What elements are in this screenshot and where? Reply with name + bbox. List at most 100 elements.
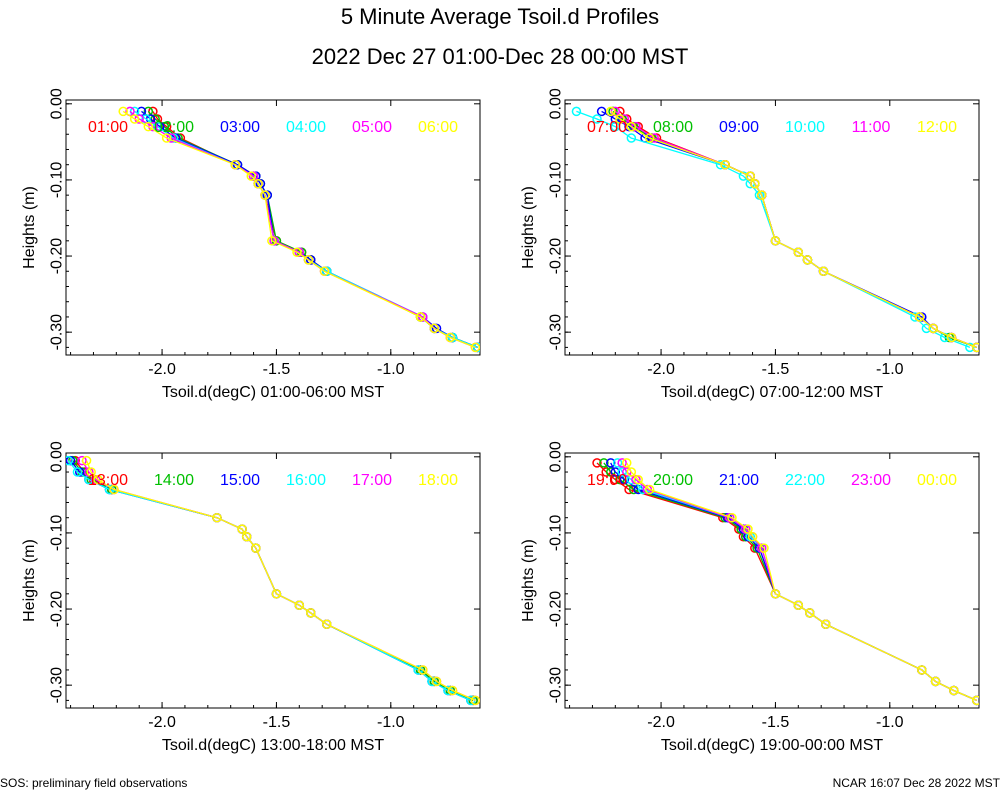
y-axis-label: Heights (m) bbox=[520, 186, 537, 269]
series-line-18:00 bbox=[85, 460, 476, 701]
series-line-05:00 bbox=[129, 110, 476, 349]
series-line-00:00 bbox=[626, 462, 977, 701]
data-point bbox=[626, 121, 637, 132]
data-point bbox=[571, 106, 582, 117]
legend-entry: 07:00 bbox=[587, 119, 627, 136]
x-tick-label: -1.0 bbox=[876, 361, 904, 378]
data-point bbox=[750, 178, 760, 189]
y-axis-label: Heights (m) bbox=[21, 539, 38, 622]
data-point bbox=[793, 247, 804, 257]
data-point bbox=[118, 106, 128, 117]
data-point bbox=[319, 266, 330, 277]
data-point bbox=[431, 676, 442, 687]
footer-credit: NCAR 16:07 Dec 28 2022 MST bbox=[832, 776, 1000, 790]
data-point bbox=[260, 190, 270, 200]
y-axis-label: Heights (m) bbox=[21, 186, 38, 269]
data-point bbox=[756, 190, 767, 200]
y-tick-label: -0.10 bbox=[49, 162, 66, 199]
data-point bbox=[917, 665, 927, 675]
data-point bbox=[129, 114, 140, 124]
legend-entry: 21:00 bbox=[719, 472, 759, 489]
legend-entry: 04:00 bbox=[286, 119, 326, 136]
legend-entry: 08:00 bbox=[653, 119, 693, 136]
data-point bbox=[818, 266, 829, 277]
y-tick-label: -0.20 bbox=[548, 238, 565, 275]
plot-frame bbox=[65, 99, 481, 356]
series-line-08:00 bbox=[612, 110, 977, 349]
data-point bbox=[633, 474, 643, 485]
legend-entry: 01:00 bbox=[88, 119, 128, 136]
plot-area bbox=[571, 106, 979, 353]
y-tick-label: -0.30 bbox=[548, 314, 565, 351]
data-point bbox=[605, 106, 616, 117]
data-point bbox=[599, 458, 609, 468]
plot-area bbox=[66, 455, 480, 706]
data-point bbox=[821, 619, 831, 630]
panel-1: -2.0 -1.5 -1.0 0.00 -0.10 -0.20 -0.30 Tsoil.d(d… bbox=[21, 88, 481, 401]
legend-entry: 23:00 bbox=[851, 472, 891, 489]
data-point bbox=[109, 484, 119, 495]
x-tick-label: -1.0 bbox=[876, 714, 904, 731]
y-tick-label: -0.20 bbox=[548, 591, 565, 628]
data-point bbox=[93, 474, 103, 485]
legend-entry: 18:00 bbox=[418, 472, 458, 489]
data-point bbox=[241, 531, 252, 542]
legend-entry: 00:00 bbox=[917, 472, 957, 489]
data-point bbox=[292, 247, 302, 257]
data-point bbox=[294, 600, 305, 610]
x-tick-label: -1.5 bbox=[263, 361, 291, 378]
x-tick-label: -2.0 bbox=[647, 361, 675, 378]
panel-2: -2.0 -1.5 -1.0 0.00 -0.10 -0.20 -0.30 Tsoil.d(d… bbox=[520, 88, 980, 401]
data-point bbox=[251, 543, 261, 553]
data-point bbox=[212, 512, 222, 523]
data-point bbox=[921, 323, 932, 334]
data-point bbox=[949, 685, 959, 696]
plot-frame bbox=[564, 452, 980, 709]
data-point bbox=[610, 121, 621, 132]
data-point bbox=[644, 133, 655, 143]
y-tick-label: -0.10 bbox=[548, 515, 565, 552]
legend-entry: 10:00 bbox=[785, 119, 825, 136]
data-point bbox=[253, 178, 263, 189]
data-point bbox=[81, 455, 92, 466]
legend-entry: 17:00 bbox=[352, 472, 392, 489]
data-point bbox=[804, 608, 815, 618]
data-point bbox=[86, 467, 96, 477]
data-point bbox=[237, 524, 247, 534]
data-point bbox=[470, 342, 480, 353]
legend-entry: 20:00 bbox=[653, 472, 693, 489]
x-tick-label: -1.0 bbox=[377, 361, 405, 378]
data-point bbox=[930, 676, 941, 687]
legend-entry: 03:00 bbox=[220, 119, 260, 136]
data-point bbox=[738, 171, 749, 181]
data-point bbox=[429, 323, 440, 334]
x-tick-label: -2.0 bbox=[148, 361, 176, 378]
plot-frame bbox=[65, 452, 481, 709]
legend-entry: 06:00 bbox=[418, 119, 458, 136]
data-point bbox=[447, 685, 458, 696]
y-tick-label: -0.20 bbox=[49, 238, 66, 275]
series-line-03:00 bbox=[141, 110, 478, 349]
data-point bbox=[612, 458, 623, 468]
legend-entry: 02:00 bbox=[154, 119, 194, 136]
data-point bbox=[605, 458, 616, 468]
data-point bbox=[303, 255, 314, 265]
y-tick-label: -0.30 bbox=[49, 667, 66, 704]
data-point bbox=[743, 524, 753, 534]
chart-title: 5 Minute Average Tsoil.d Profiles bbox=[340, 4, 660, 29]
x-tick-label: -2.0 bbox=[148, 714, 176, 731]
data-point bbox=[617, 458, 627, 468]
x-axis-label: Tsoil.d(degC) 13:00-18:00 MST bbox=[162, 737, 385, 754]
y-tick-label: 0.00 bbox=[49, 441, 66, 472]
legend-entry: 14:00 bbox=[154, 472, 194, 489]
data-point bbox=[928, 323, 939, 334]
data-point bbox=[793, 600, 804, 610]
data-point bbox=[470, 695, 480, 706]
legend-entry: 13:00 bbox=[88, 472, 128, 489]
series-line-02:00 bbox=[147, 110, 478, 349]
data-point bbox=[72, 467, 83, 477]
data-point bbox=[305, 608, 316, 618]
y-tick-label: 0.00 bbox=[548, 441, 565, 472]
data-point bbox=[271, 589, 282, 599]
